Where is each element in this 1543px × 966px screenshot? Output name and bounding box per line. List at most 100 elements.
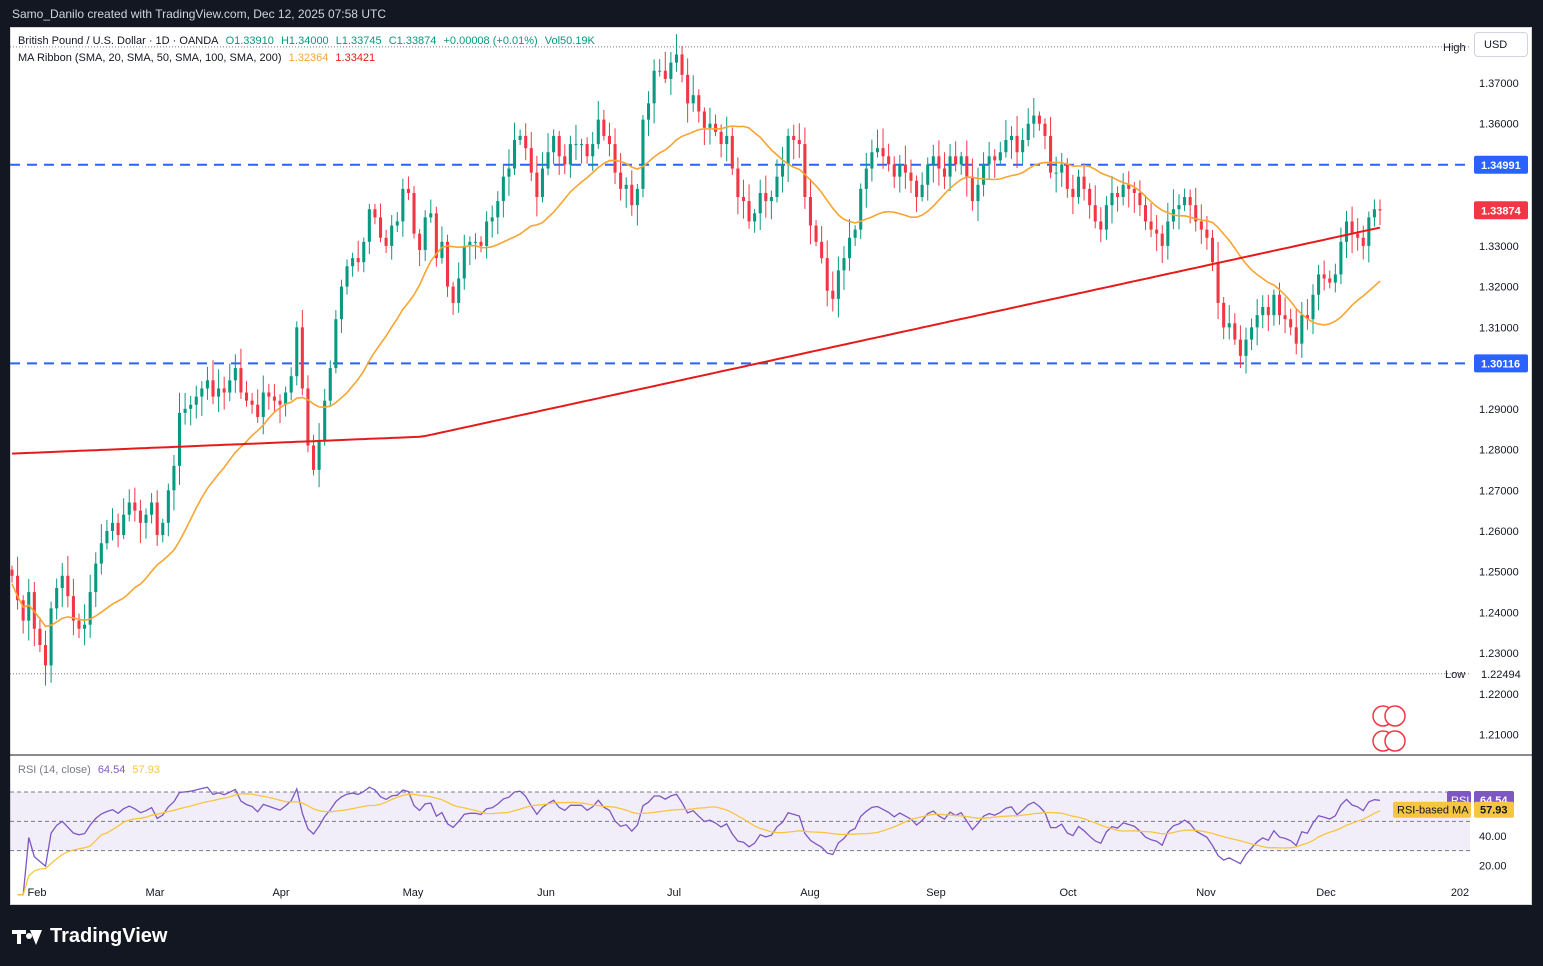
y-tick-label: 1.26000: [1479, 526, 1519, 538]
candle-body: [278, 400, 282, 405]
x-tick-label: May: [403, 887, 424, 899]
ma-title[interactable]: MA Ribbon (SMA, 20, SMA, 50, SMA, 100, S…: [18, 52, 282, 64]
candle-body: [272, 396, 276, 401]
candle-body: [1037, 115, 1041, 124]
rsi-title[interactable]: RSI (14, close): [18, 764, 91, 776]
candle-body: [512, 140, 517, 169]
candle-body: [261, 392, 265, 417]
candle-body: [1009, 135, 1014, 141]
rsi-legend: RSI (14, close) 64.54 57.93: [18, 764, 164, 776]
x-tick-label: Jun: [537, 887, 555, 899]
candle-body: [1004, 140, 1008, 153]
candle-body: [194, 396, 198, 405]
candle-body: [887, 156, 891, 165]
low-value-label: 1.22494: [1481, 669, 1521, 681]
symbol-name[interactable]: British Pound / U.S. Dollar · 1D · OANDA: [18, 35, 219, 47]
candle-body: [1043, 123, 1047, 136]
candle-body: [1317, 274, 1321, 295]
candle-body: [870, 152, 874, 169]
candle-body: [814, 225, 818, 242]
candle-body: [987, 156, 991, 165]
candle-body: [1110, 192, 1114, 206]
candle-body: [373, 209, 377, 218]
y-tick-label: 1.23000: [1479, 648, 1519, 660]
candle-body: [1183, 197, 1187, 206]
candle-body: [1356, 233, 1360, 238]
candle-body: [138, 510, 142, 523]
x-tick-label: Mar: [146, 887, 165, 899]
candle-body: [1311, 294, 1315, 320]
candle-body: [926, 164, 930, 185]
rsi-ma-tag-label: RSI-based MA: [1397, 805, 1469, 817]
candle-body: [356, 258, 360, 263]
candle-body: [920, 184, 924, 198]
candle-body: [177, 412, 182, 466]
y-tick-label: 1.24000: [1479, 607, 1519, 619]
y-tick-label: 1.29000: [1479, 404, 1519, 416]
candle-body: [362, 241, 366, 263]
candle-body: [524, 135, 528, 149]
ma-legend: MA Ribbon (SMA, 20, SMA, 50, SMA, 100, S…: [18, 52, 379, 64]
level-price-tag: [1474, 354, 1528, 373]
candle-body: [630, 184, 634, 206]
candle-body: [239, 368, 243, 393]
candle-body: [797, 140, 801, 145]
candle-body: [540, 168, 544, 198]
candle-body: [937, 156, 941, 169]
candle-body: [1350, 221, 1354, 234]
candle-body: [479, 241, 483, 246]
candle-body: [1222, 302, 1226, 328]
candle-body: [306, 388, 310, 446]
candle-body: [1339, 241, 1343, 275]
level-price-tag: [1474, 155, 1528, 174]
candle-body: [406, 188, 410, 193]
candle-body: [66, 575, 70, 597]
legend-high: H1.34000: [280, 35, 329, 47]
candle-body: [1065, 164, 1069, 189]
candle-body: [99, 543, 103, 564]
y-tick-label: 1.36000: [1479, 119, 1519, 131]
candle-body: [1088, 188, 1092, 206]
candle-body: [1266, 306, 1270, 316]
candle-body: [998, 152, 1002, 161]
candle-body: [585, 144, 589, 157]
candle-body: [311, 445, 316, 470]
candle-body: [451, 286, 455, 303]
candle-body: [931, 156, 935, 165]
candle-body: [1305, 315, 1309, 320]
candle-body: [942, 168, 947, 177]
candle-body: [1216, 262, 1220, 303]
candle-body: [205, 380, 209, 389]
symbol-legend: British Pound / U.S. Dollar · 1D · OANDA…: [18, 35, 599, 47]
x-tick-label: Aug: [800, 887, 820, 899]
candle-body: [1060, 164, 1064, 173]
x-tick-label: 202: [1451, 887, 1469, 899]
candle-body: [1076, 176, 1081, 198]
candle-body: [853, 229, 857, 238]
candle-body: [166, 490, 170, 523]
candle-body: [1116, 192, 1120, 198]
currency-button[interactable]: USD: [1474, 32, 1528, 57]
candle-body: [457, 278, 461, 303]
candle-body: [691, 95, 695, 104]
candle-body: [1367, 217, 1371, 246]
candle-body: [105, 530, 109, 544]
candle-body: [1283, 315, 1287, 320]
candle-body: [1032, 115, 1036, 124]
x-tick-label: Apr: [272, 887, 289, 899]
candle-body: [1294, 327, 1298, 344]
candle-body: [836, 270, 840, 299]
candle-body: [172, 465, 176, 491]
candle-body: [619, 172, 623, 189]
legend-change: +0.00008 (+0.01%): [443, 35, 538, 47]
candle-body: [1166, 221, 1170, 246]
candle-body: [1378, 209, 1382, 211]
candle-body: [1143, 205, 1148, 222]
candle-body: [892, 164, 896, 177]
candle-body: [155, 502, 159, 536]
candle-body: [1244, 339, 1248, 356]
candle-body: [43, 645, 48, 666]
candle-body: [1194, 205, 1198, 222]
ma-value-1: 1.32364: [288, 52, 329, 64]
